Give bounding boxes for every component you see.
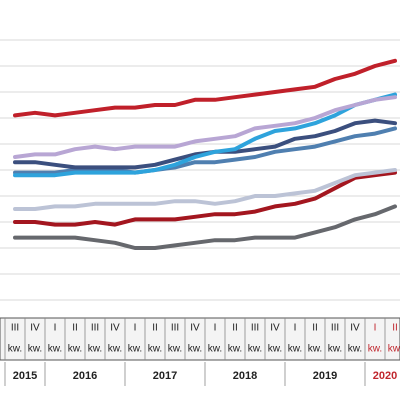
year-label: 2016 [73,370,97,382]
year-label: 2015 [13,370,37,382]
x-tick-label: III [251,323,259,334]
x-tick-suffix: kw. [348,344,362,355]
series-line [13,168,397,211]
x-tick-label: IV [350,323,360,334]
x-tick-label: III [171,323,179,334]
x-tick-suffix: kw. [28,344,42,355]
x-tick-suffix: kw. [8,344,22,355]
x-tick-label: II [312,323,318,334]
x-tick-suffix: kw. [168,344,182,355]
year-label: 2017 [153,370,177,382]
x-tick-suffix: kw. [128,344,142,355]
x-tick-suffix: kw. [388,344,400,355]
x-tick-suffix: kw. [288,344,302,355]
series-line [13,95,397,159]
x-tick-suffix: kw. [208,344,222,355]
x-tick-suffix: kw. [308,344,322,355]
year-label: 2019 [313,370,337,382]
series-line [13,204,397,250]
series-line [13,58,397,118]
year-label: 2020 [373,370,397,382]
x-tick-label: IV [110,323,120,334]
x-tick-label: I [294,323,297,334]
x-tick-suffix: kw. [248,344,262,355]
year-label: 2018 [233,370,257,382]
x-tick-suffix: kw. [48,344,62,355]
x-tick-label: IV [30,323,40,334]
x-tick-suffix: kw. [148,344,162,355]
x-tick-label: IV [190,323,200,334]
x-tick-label: I [374,323,377,334]
x-tick-suffix: kw. [88,344,102,355]
series-line [13,126,397,175]
x-tick-suffix: kw. [228,344,242,355]
x-tick-suffix: kw. [268,344,282,355]
x-tick-label: II [232,323,238,334]
x-tick-label: I [54,323,57,334]
x-tick-suffix: kw. [368,344,382,355]
x-tick-label: I [134,323,137,334]
x-tick-label: III [11,323,19,334]
x-tick-suffix: kw. [328,344,342,355]
x-tick-label: II [72,323,78,334]
x-tick-label: II [392,323,398,334]
x-tick-label: III [331,323,339,334]
x-tick-label: II [152,323,158,334]
x-tick-suffix: kw. [68,344,82,355]
x-tick-label: I [214,323,217,334]
series-line [13,170,397,227]
axis-box [0,317,400,361]
x-tick-label: IV [270,323,280,334]
series-line [13,92,397,178]
x-tick-suffix: kw. [188,344,202,355]
x-tick-label: III [91,323,99,334]
x-tick-suffix: kw. [108,344,122,355]
